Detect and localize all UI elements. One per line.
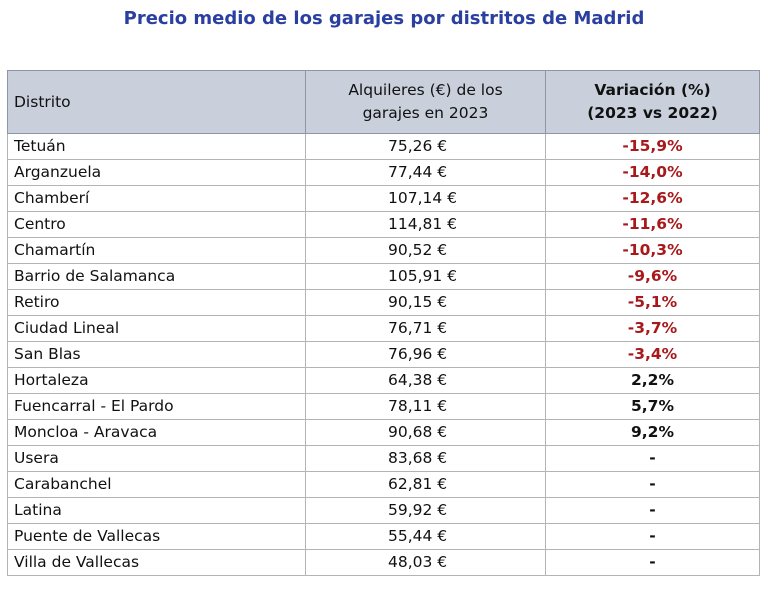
- cell-distrito: Retiro: [7, 289, 306, 316]
- cell-alquiler: 105,91 €: [305, 263, 546, 290]
- table-row: Puente de Vallecas 55,44 € -: [7, 523, 760, 550]
- cell-distrito: Villa de Vallecas: [7, 549, 306, 576]
- cell-alquiler: 55,44 €: [305, 523, 546, 550]
- column-header-distrito: Distrito: [7, 70, 306, 134]
- table-row: Fuencarral - El Pardo 78,11 €5,7%: [7, 393, 760, 420]
- cell-distrito: Chamartín: [7, 237, 306, 264]
- table-header-row: Distrito Alquileres (€) de los garajes e…: [7, 70, 760, 134]
- table-row: Carabanchel 62,81 € -: [7, 471, 760, 498]
- cell-variacion: 9,2%: [545, 419, 760, 446]
- garages-price-table: Distrito Alquileres (€) de los garajes e…: [7, 70, 760, 576]
- cell-alquiler: 76,96 €: [305, 341, 546, 368]
- cell-distrito: Centro: [7, 211, 306, 238]
- cell-alquiler: 114,81 €: [305, 211, 546, 238]
- cell-alquiler: 75,26 €: [305, 133, 546, 160]
- cell-alquiler: 77,44 €: [305, 159, 546, 186]
- cell-variacion: -3,7%: [545, 315, 760, 342]
- table-row: Retiro 90,15 € -5,1%: [7, 289, 760, 316]
- cell-alquiler: 90,68 €: [305, 419, 546, 446]
- cell-variacion: -15,9%: [545, 133, 760, 160]
- table-row: Hortaleza 64,38 €2,2%: [7, 367, 760, 394]
- column-header-variacion: Variación (%) (2023 vs 2022): [545, 70, 760, 134]
- cell-distrito: Chamberí: [7, 185, 306, 212]
- table-row: Centro 114,81 € -11,6%: [7, 211, 760, 238]
- cell-variacion: -12,6%: [545, 185, 760, 212]
- table-row: Barrio de Salamanca 105,91 € -9,6%: [7, 263, 760, 290]
- table-row: San Blas 76,96 € -3,4%: [7, 341, 760, 368]
- cell-alquiler: 76,71 €: [305, 315, 546, 342]
- cell-variacion: 5,7%: [545, 393, 760, 420]
- cell-variacion: -: [545, 497, 760, 524]
- cell-distrito: Ciudad Lineal: [7, 315, 306, 342]
- column-header-alquileres: Alquileres (€) de los garajes en 2023: [305, 70, 546, 134]
- cell-variacion: -: [545, 445, 760, 472]
- cell-variacion: -: [545, 471, 760, 498]
- cell-distrito: Tetuán: [7, 133, 306, 160]
- cell-alquiler: 48,03 €: [305, 549, 546, 576]
- table-row: Moncloa - Aravaca 90,68 €9,2%: [7, 419, 760, 446]
- cell-variacion: -10,3%: [545, 237, 760, 264]
- cell-distrito: Moncloa - Aravaca: [7, 419, 306, 446]
- table-row: Latina 59,92 € -: [7, 497, 760, 524]
- cell-variacion: -11,6%: [545, 211, 760, 238]
- cell-distrito: Barrio de Salamanca: [7, 263, 306, 290]
- table-row: Usera 83,68 € -: [7, 445, 760, 472]
- cell-variacion: -9,6%: [545, 263, 760, 290]
- cell-alquiler: 64,38 €: [305, 367, 546, 394]
- cell-distrito: Hortaleza: [7, 367, 306, 394]
- cell-variacion: -5,1%: [545, 289, 760, 316]
- table-row: Villa de Vallecas 48,03 € -: [7, 549, 760, 576]
- cell-alquiler: 62,81 €: [305, 471, 546, 498]
- cell-alquiler: 59,92 €: [305, 497, 546, 524]
- table-row: Chamberí 107,14 € -12,6%: [7, 185, 760, 212]
- table-row: Ciudad Lineal 76,71 € -3,7%: [7, 315, 760, 342]
- table-body: Tetuán 75,26 € -15,9% Arganzuela 77,44 € -14,…: [7, 133, 760, 576]
- cell-distrito: Usera: [7, 445, 306, 472]
- cell-variacion: -: [545, 549, 760, 576]
- cell-distrito: Fuencarral - El Pardo: [7, 393, 306, 420]
- table-row: Arganzuela 77,44 € -14,0%: [7, 159, 760, 186]
- table-row: Chamartín 90,52 € -10,3%: [7, 237, 760, 264]
- cell-alquiler: 90,15 €: [305, 289, 546, 316]
- cell-distrito: Carabanchel: [7, 471, 306, 498]
- chart-title: Precio medio de los garajes por distrito…: [123, 8, 645, 29]
- cell-variacion: -14,0%: [545, 159, 760, 186]
- cell-variacion: 2,2%: [545, 367, 760, 394]
- cell-distrito: Arganzuela: [7, 159, 306, 186]
- cell-alquiler: 107,14 €: [305, 185, 546, 212]
- cell-distrito: Puente de Vallecas: [7, 523, 306, 550]
- cell-alquiler: 90,52 €: [305, 237, 546, 264]
- cell-variacion: -: [545, 523, 760, 550]
- table-row: Tetuán 75,26 € -15,9%: [7, 133, 760, 160]
- cell-alquiler: 83,68 €: [305, 445, 546, 472]
- cell-alquiler: 78,11 €: [305, 393, 546, 420]
- cell-distrito: San Blas: [7, 341, 306, 368]
- cell-variacion: -3,4%: [545, 341, 760, 368]
- cell-distrito: Latina: [7, 497, 306, 524]
